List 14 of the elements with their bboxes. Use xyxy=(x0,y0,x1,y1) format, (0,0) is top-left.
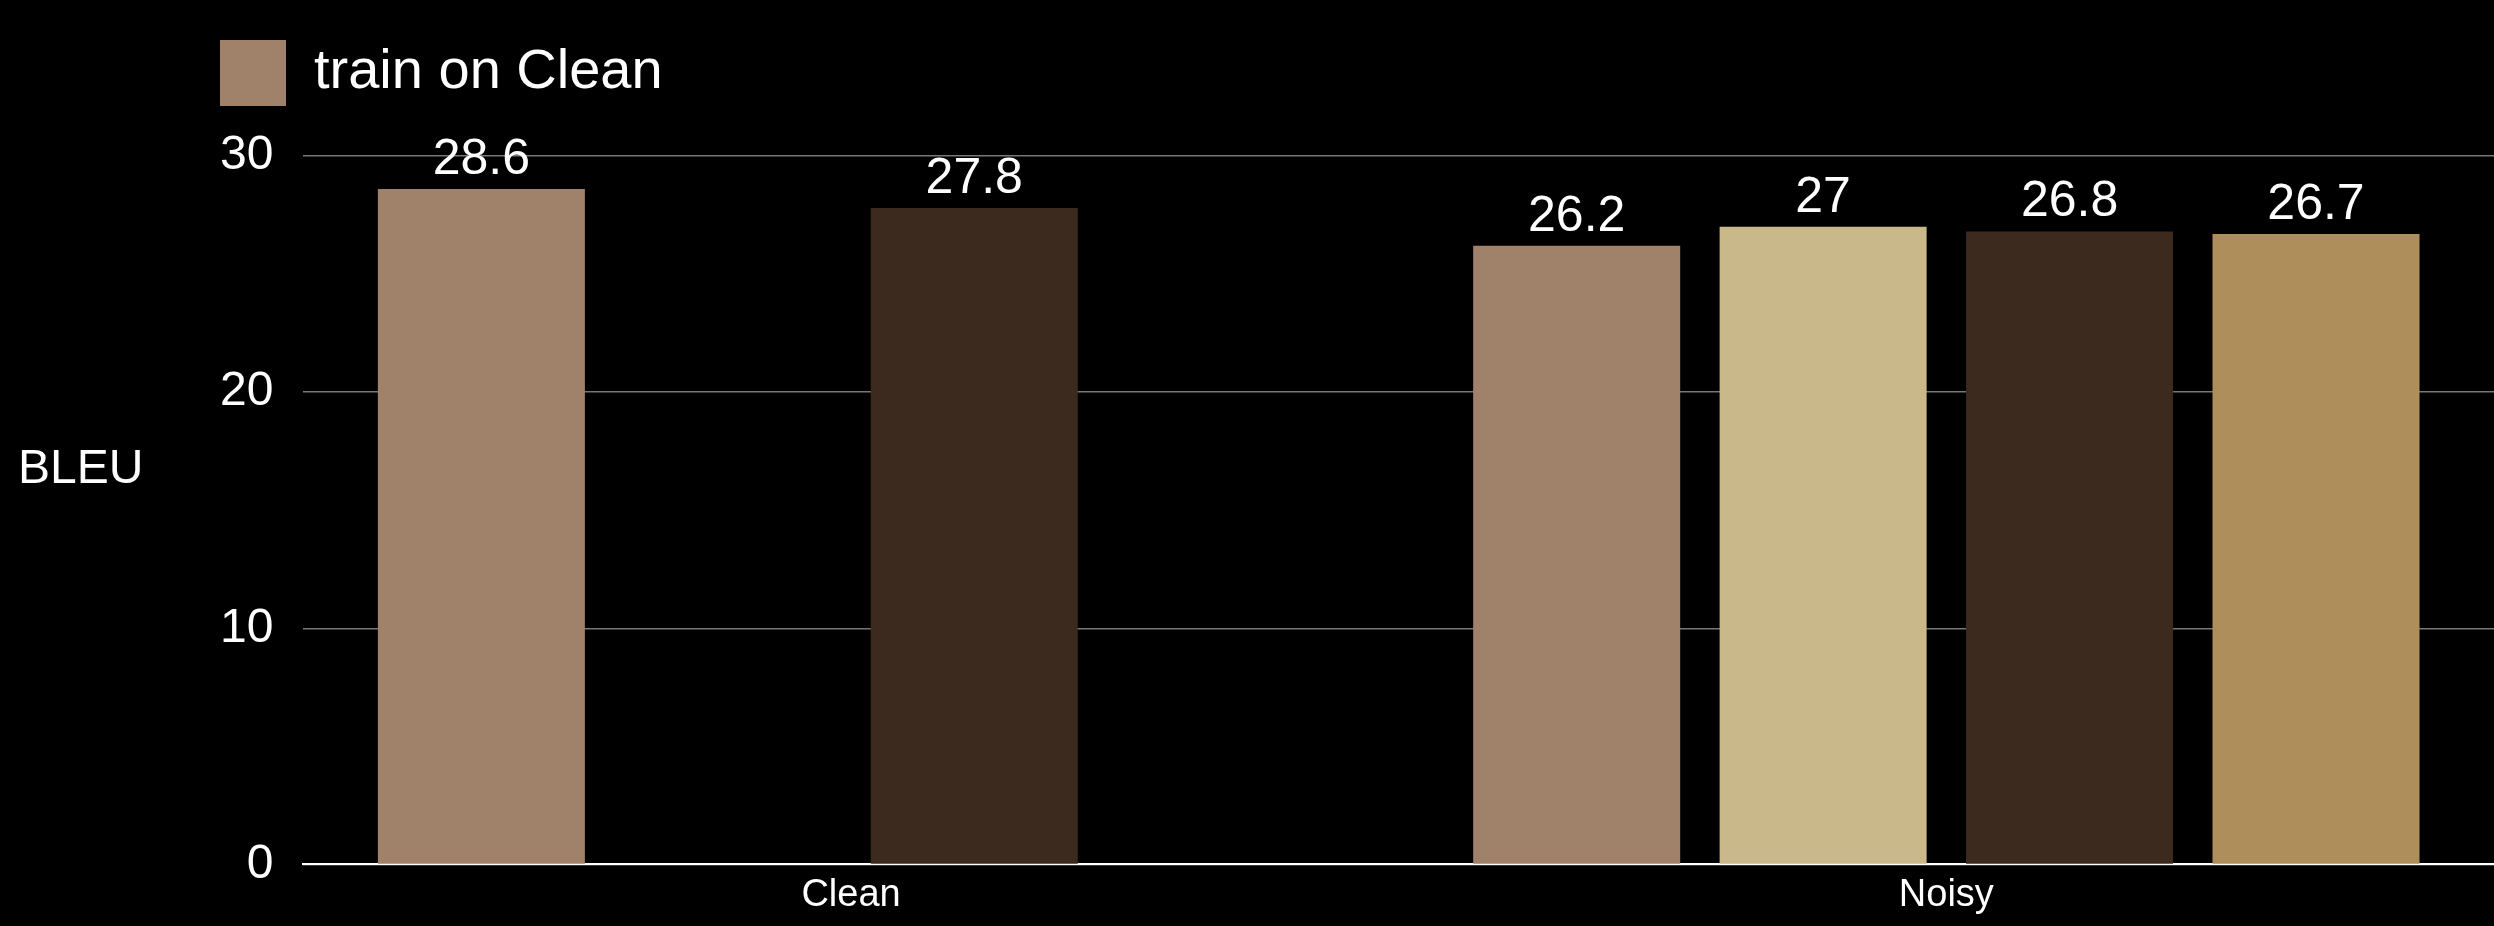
data-label: 27.8 xyxy=(925,147,1023,204)
y-axis-title: BLEU xyxy=(18,440,144,494)
data-label: 26.8 xyxy=(2020,171,2119,228)
data-label: 26.2 xyxy=(1528,185,1626,242)
data-label: 28.6 xyxy=(432,128,531,185)
data-label: 27 xyxy=(1795,166,1851,223)
y-tick-label: 30 xyxy=(220,126,274,180)
x-tick-label: Noisy xyxy=(1898,871,1994,914)
y-tick-label: 10 xyxy=(220,598,274,652)
y-tick-label: 0 xyxy=(246,834,274,888)
legend-label: train on Clean xyxy=(314,37,663,101)
x-tick-label: Clean xyxy=(801,871,901,914)
y-tick-label: 20 xyxy=(220,362,274,416)
data-label: 26.7 xyxy=(2267,173,2365,230)
